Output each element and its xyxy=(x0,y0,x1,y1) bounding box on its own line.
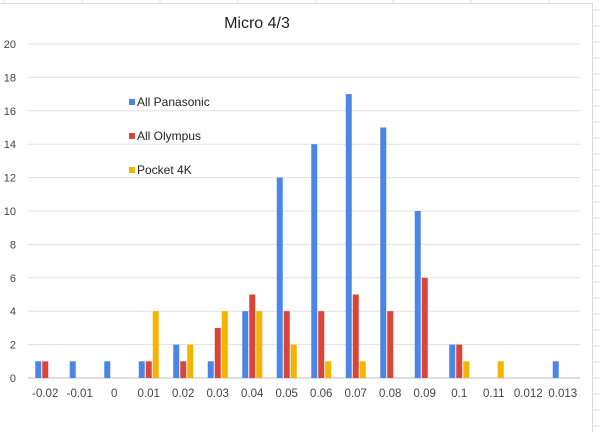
x-tick-label: 0.08 xyxy=(379,388,401,400)
y-tick-label: 14 xyxy=(4,139,16,151)
bar-pocket-4k-0.07[interactable] xyxy=(359,361,366,378)
bar-pocket-4k-0.03[interactable] xyxy=(221,311,228,378)
y-tick-label: 16 xyxy=(4,106,16,118)
bar-pocket-4k-0.11[interactable] xyxy=(497,361,504,378)
bar-all-olympus-0.07[interactable] xyxy=(352,294,359,379)
x-tick-label: 0.013 xyxy=(548,388,577,400)
bar-all-panasonic-0.1[interactable] xyxy=(449,344,456,378)
y-tick-label: 4 xyxy=(10,306,16,318)
bar-all-panasonic-0.04[interactable] xyxy=(242,311,249,378)
bar-all-panasonic-0[interactable] xyxy=(104,361,111,378)
bar-pocket-4k-0.01[interactable] xyxy=(152,311,159,378)
y-tick-label: 20 xyxy=(4,39,16,51)
legend-swatch-icon xyxy=(129,167,135,173)
x-axis-ticks: -0.02 -0.01 0 0.01 0.02 0.03 0.04 0.05 0.06 0.07 0… xyxy=(32,388,577,400)
y-tick-label: 6 xyxy=(10,273,16,285)
bar-all-olympus--0.02[interactable] xyxy=(42,361,49,378)
x-tick-label: -0.01 xyxy=(67,388,93,400)
bar-all-panasonic-0.07[interactable] xyxy=(345,94,352,378)
bar-all-olympus-0.1[interactable] xyxy=(456,344,463,378)
x-tick-label: 0.05 xyxy=(276,388,298,400)
bar-pocket-4k-0.02[interactable] xyxy=(187,344,194,378)
bar-all-panasonic-0.03[interactable] xyxy=(207,361,214,378)
bar-pocket-4k-0.1[interactable] xyxy=(463,361,470,378)
legend: All Panasonic All Olympus Pocket 4K xyxy=(129,95,210,177)
gridlines xyxy=(28,43,580,379)
x-tick-label: 0.11 xyxy=(483,388,505,400)
bar-pocket-4k-0.06[interactable] xyxy=(325,361,332,378)
legend-swatch-icon xyxy=(129,133,135,139)
bar-all-panasonic-0.02[interactable] xyxy=(173,344,180,378)
bar-all-olympus-0.06[interactable] xyxy=(318,311,325,378)
y-tick-label: 10 xyxy=(4,206,16,218)
bar-all-olympus-0.09[interactable] xyxy=(421,277,428,378)
bar-all-olympus-0.04[interactable] xyxy=(249,294,256,379)
x-tick-label: 0.03 xyxy=(207,388,229,400)
bar-all-olympus-0.03[interactable] xyxy=(214,327,221,378)
x-tick-label: 0.07 xyxy=(345,388,367,400)
x-tick-label: 0.012 xyxy=(514,388,543,400)
chart-title: Micro 4/3 xyxy=(224,15,290,32)
bar-all-panasonic--0.02[interactable] xyxy=(35,361,42,378)
bars xyxy=(35,94,559,378)
bar-all-panasonic-0.09[interactable] xyxy=(414,211,421,378)
bar-all-panasonic-0.06[interactable] xyxy=(311,144,318,378)
bar-pocket-4k-0.04[interactable] xyxy=(256,311,263,378)
x-tick-label: 0.09 xyxy=(414,388,436,400)
legend-item[interactable]: Pocket 4K xyxy=(129,163,192,177)
legend-item[interactable]: All Panasonic xyxy=(129,95,210,109)
x-tick-label: 0.1 xyxy=(451,388,467,400)
bar-all-panasonic--0.01[interactable] xyxy=(69,361,76,378)
x-tick-label: 0.06 xyxy=(310,388,332,400)
bar-all-panasonic-0.013[interactable] xyxy=(552,361,559,378)
bar-all-olympus-0.02[interactable] xyxy=(180,361,187,378)
y-tick-label: 2 xyxy=(10,340,16,352)
y-axis-ticks: 0 2 4 6 8 10 12 14 16 18 20 xyxy=(4,39,16,385)
legend-swatch-icon xyxy=(129,99,135,105)
x-tick-label: 0.02 xyxy=(172,388,194,400)
x-tick-label: 0.04 xyxy=(241,388,264,400)
y-tick-label: 0 xyxy=(10,373,16,385)
bar-all-olympus-0.05[interactable] xyxy=(283,311,290,378)
y-tick-label: 18 xyxy=(4,72,16,84)
y-tick-label: 12 xyxy=(4,173,16,185)
legend-label: Pocket 4K xyxy=(137,163,192,177)
legend-label: All Panasonic xyxy=(137,95,210,109)
legend-item[interactable]: All Olympus xyxy=(129,129,201,143)
bar-all-olympus-0.01[interactable] xyxy=(145,361,152,378)
x-tick-label: -0.02 xyxy=(32,388,58,400)
legend-label: All Olympus xyxy=(137,129,201,143)
x-tick-label: 0 xyxy=(111,388,117,400)
bar-all-olympus-0.08[interactable] xyxy=(387,311,394,378)
bar-pocket-4k-0.05[interactable] xyxy=(290,344,297,378)
bar-all-panasonic-0.01[interactable] xyxy=(138,361,145,378)
y-tick-label: 8 xyxy=(10,239,16,251)
bar-all-panasonic-0.05[interactable] xyxy=(276,177,283,378)
x-tick-label: 0.01 xyxy=(138,388,160,400)
bar-all-panasonic-0.08[interactable] xyxy=(380,127,387,379)
